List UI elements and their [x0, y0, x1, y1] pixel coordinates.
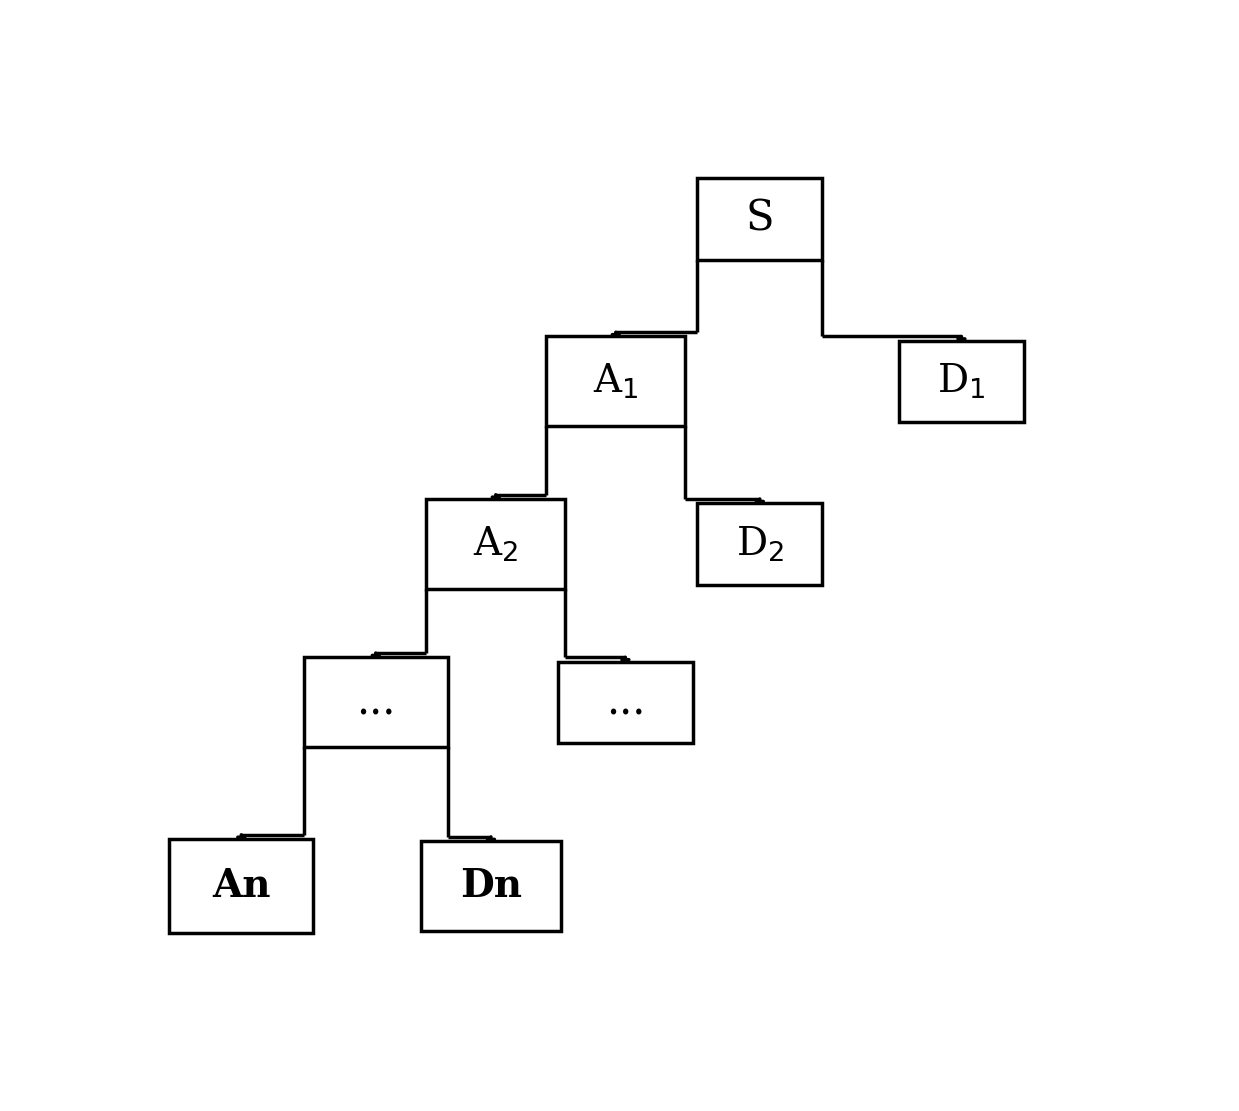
FancyBboxPatch shape: [546, 337, 685, 427]
FancyBboxPatch shape: [421, 841, 560, 931]
FancyBboxPatch shape: [426, 499, 565, 589]
FancyBboxPatch shape: [558, 661, 693, 743]
Text: D$_2$: D$_2$: [736, 524, 784, 563]
FancyBboxPatch shape: [698, 178, 823, 260]
FancyBboxPatch shape: [170, 839, 313, 933]
Text: ...: ...: [356, 681, 395, 723]
Text: An: An: [212, 867, 270, 905]
Text: D$_1$: D$_1$: [937, 362, 986, 401]
Text: ...: ...: [606, 681, 646, 723]
Text: S: S: [746, 198, 774, 240]
Text: Dn: Dn: [460, 867, 522, 905]
FancyBboxPatch shape: [698, 503, 823, 584]
FancyBboxPatch shape: [304, 658, 447, 747]
FancyBboxPatch shape: [900, 341, 1023, 422]
Text: A$_1$: A$_1$: [593, 362, 638, 401]
Text: A$_2$: A$_2$: [473, 524, 518, 563]
